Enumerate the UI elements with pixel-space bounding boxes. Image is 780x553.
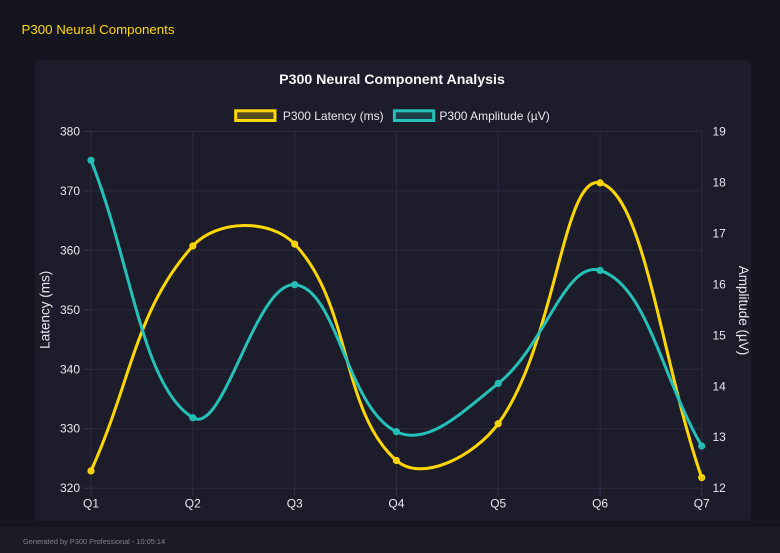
svg-text:19: 19 (713, 124, 727, 138)
svg-text:P300 Latency (ms): P300 Latency (ms) (283, 109, 384, 123)
svg-text:18: 18 (713, 175, 727, 189)
svg-text:12: 12 (713, 481, 727, 495)
svg-text:17: 17 (713, 226, 727, 240)
svg-text:360: 360 (60, 243, 80, 257)
svg-text:Amplitude (µV): Amplitude (µV) (736, 266, 751, 356)
svg-text:16: 16 (713, 277, 727, 291)
svg-text:P300 Neural Component Analysis: P300 Neural Component Analysis (279, 72, 505, 88)
svg-text:P300 Amplitude (µV): P300 Amplitude (µV) (439, 109, 549, 123)
svg-text:Q3: Q3 (287, 497, 303, 511)
svg-text:320: 320 (60, 481, 80, 495)
svg-text:14: 14 (713, 379, 727, 393)
svg-text:Q1: Q1 (83, 497, 99, 511)
svg-text:Latency (ms): Latency (ms) (38, 271, 53, 349)
svg-text:330: 330 (60, 422, 80, 436)
svg-text:350: 350 (60, 303, 80, 317)
svg-text:370: 370 (60, 184, 80, 198)
svg-text:Q6: Q6 (592, 497, 608, 511)
svg-text:Q2: Q2 (185, 497, 201, 511)
svg-text:Q4: Q4 (388, 497, 404, 511)
svg-text:380: 380 (60, 124, 80, 138)
svg-text:13: 13 (713, 430, 727, 444)
svg-text:Q5: Q5 (490, 497, 506, 511)
svg-text:15: 15 (713, 328, 727, 342)
svg-text:340: 340 (60, 362, 80, 376)
svg-text:Q7: Q7 (694, 497, 710, 511)
